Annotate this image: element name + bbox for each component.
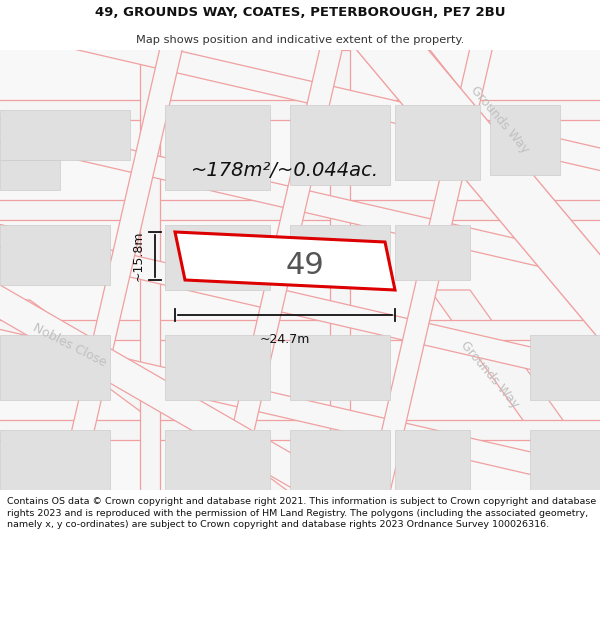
Text: Contains OS data © Crown copyright and database right 2021. This information is : Contains OS data © Crown copyright and d… <box>7 497 596 529</box>
Text: ~15.8m: ~15.8m <box>132 231 145 281</box>
Text: ~24.7m: ~24.7m <box>260 333 310 346</box>
Polygon shape <box>530 430 600 490</box>
Polygon shape <box>165 225 270 290</box>
Polygon shape <box>165 105 270 190</box>
Polygon shape <box>395 225 470 280</box>
Text: Nobles Close: Nobles Close <box>31 321 109 369</box>
Polygon shape <box>0 100 600 120</box>
Polygon shape <box>0 320 600 340</box>
Polygon shape <box>165 430 270 490</box>
Polygon shape <box>0 88 600 312</box>
Polygon shape <box>0 298 600 522</box>
Text: Grounds Way: Grounds Way <box>458 339 522 411</box>
Text: 49: 49 <box>286 251 325 281</box>
Polygon shape <box>395 430 470 490</box>
Text: Grounds Way: Grounds Way <box>468 84 532 156</box>
Polygon shape <box>8 0 232 625</box>
Polygon shape <box>140 50 160 500</box>
Polygon shape <box>290 430 390 490</box>
Polygon shape <box>175 232 395 290</box>
Text: ~178m²/~0.044ac.: ~178m²/~0.044ac. <box>191 161 379 179</box>
Polygon shape <box>290 335 390 400</box>
Polygon shape <box>0 200 600 220</box>
Polygon shape <box>318 0 542 625</box>
Polygon shape <box>430 290 600 500</box>
Polygon shape <box>0 225 110 285</box>
Polygon shape <box>0 160 60 190</box>
Polygon shape <box>330 50 350 500</box>
Polygon shape <box>0 430 110 490</box>
Text: Map shows position and indicative extent of the property.: Map shows position and indicative extent… <box>136 35 464 45</box>
Polygon shape <box>0 110 130 160</box>
Polygon shape <box>0 300 300 500</box>
Polygon shape <box>395 105 480 180</box>
Polygon shape <box>264 0 600 476</box>
Polygon shape <box>0 197 367 523</box>
Polygon shape <box>165 335 270 400</box>
Polygon shape <box>168 0 392 625</box>
Text: 49, GROUNDS WAY, COATES, PETERBOROUGH, PE7 2BU: 49, GROUNDS WAY, COATES, PETERBOROUGH, P… <box>95 6 505 19</box>
Polygon shape <box>390 50 600 290</box>
Polygon shape <box>490 105 560 175</box>
Polygon shape <box>290 105 390 185</box>
Polygon shape <box>0 0 600 202</box>
Polygon shape <box>0 335 110 400</box>
Polygon shape <box>530 335 600 400</box>
Polygon shape <box>290 225 390 285</box>
Polygon shape <box>0 420 600 440</box>
Polygon shape <box>0 193 600 417</box>
